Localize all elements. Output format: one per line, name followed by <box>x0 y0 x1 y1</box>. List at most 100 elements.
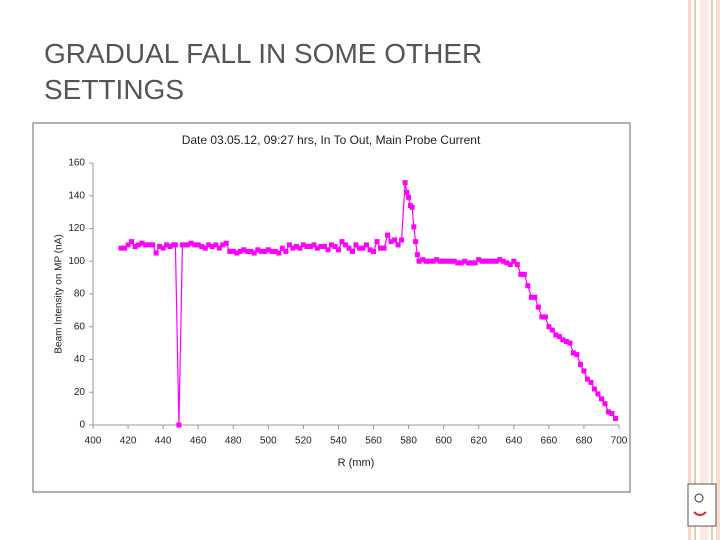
y-tick-label: 140 <box>68 190 85 201</box>
x-tick-label: 580 <box>400 436 417 447</box>
data-point <box>118 245 124 251</box>
data-point <box>577 361 583 367</box>
data-point <box>181 242 187 248</box>
data-point <box>321 244 327 250</box>
x-tick-label: 620 <box>470 436 487 447</box>
data-point <box>388 239 394 245</box>
data-point <box>598 396 604 402</box>
data-point <box>255 247 261 253</box>
data-point <box>591 386 597 392</box>
data-point <box>465 260 471 266</box>
slide-title-line: GRADUAL FALL IN SOME OTHER SETTINGS <box>44 38 482 105</box>
data-point <box>237 248 243 254</box>
data-point <box>395 242 401 248</box>
data-point <box>206 242 212 248</box>
data-point <box>493 258 499 264</box>
data-point <box>472 260 478 266</box>
data-point <box>469 260 475 266</box>
data-point <box>188 240 194 246</box>
data-point <box>404 189 410 195</box>
stripe <box>694 0 696 540</box>
data-point <box>122 245 128 251</box>
data-point <box>455 260 461 266</box>
data-point <box>532 294 538 300</box>
data-point <box>518 271 524 277</box>
chart-frame <box>32 122 631 493</box>
data-point <box>448 258 454 264</box>
data-point <box>609 411 615 417</box>
data-point <box>411 224 417 230</box>
data-point <box>483 258 489 264</box>
data-point <box>385 232 391 238</box>
data-point <box>490 258 496 264</box>
data-point <box>276 250 282 256</box>
x-tick-label: 480 <box>225 436 242 447</box>
decor-stripes <box>688 0 720 540</box>
x-tick-label: 700 <box>611 436 628 447</box>
data-point <box>420 257 426 263</box>
data-point <box>476 257 482 263</box>
data-point <box>241 247 247 253</box>
data-point <box>553 332 559 338</box>
x-tick-label: 680 <box>576 436 593 447</box>
x-tick-label: 640 <box>505 436 522 447</box>
x-tick-label: 540 <box>330 436 347 447</box>
data-point <box>132 244 138 250</box>
data-point <box>353 242 359 248</box>
data-point <box>307 244 313 250</box>
data-point <box>272 248 278 254</box>
icon-eye <box>694 493 704 503</box>
data-point <box>525 283 531 289</box>
data-point <box>584 376 590 382</box>
data-point <box>223 240 229 246</box>
y-tick-label: 20 <box>74 387 86 398</box>
data-point <box>605 409 611 415</box>
y-tick-label: 40 <box>74 354 86 365</box>
data-point <box>346 245 352 251</box>
data-point <box>595 391 601 397</box>
data-point <box>286 242 292 248</box>
data-point <box>328 242 334 248</box>
stripe <box>716 0 720 540</box>
data-point <box>549 327 555 333</box>
data-point <box>248 248 254 254</box>
data-point <box>150 242 156 248</box>
data-point <box>258 248 264 254</box>
data-point <box>441 258 447 264</box>
x-tick-label: 500 <box>260 436 277 447</box>
x-tick-label: 600 <box>435 436 452 447</box>
data-point <box>399 237 405 243</box>
x-tick-label: 440 <box>155 436 172 447</box>
data-point <box>262 248 268 254</box>
data-point <box>311 242 317 248</box>
data-point <box>392 237 398 243</box>
x-tick-label: 520 <box>295 436 312 447</box>
data-point <box>462 258 468 264</box>
data-point <box>539 314 545 320</box>
x-tick-label: 400 <box>85 436 102 447</box>
data-point <box>504 260 510 266</box>
data-point <box>139 240 145 246</box>
data-point <box>434 257 440 263</box>
data-point <box>528 294 534 300</box>
x-tick-label: 420 <box>120 436 137 447</box>
data-point <box>367 247 373 253</box>
data-point <box>125 242 131 248</box>
data-point <box>227 248 233 254</box>
data-point <box>304 244 310 250</box>
data-point <box>570 350 576 356</box>
data-point <box>297 245 303 251</box>
data-point <box>176 422 182 428</box>
data-point <box>444 258 450 264</box>
icon-frame <box>687 483 717 527</box>
data-point <box>167 244 173 250</box>
data-point <box>251 250 257 256</box>
data-point <box>244 248 250 254</box>
data-point <box>560 337 566 343</box>
data-point <box>430 258 436 264</box>
data-point <box>265 247 271 253</box>
data-point <box>160 245 166 251</box>
corner-icon <box>687 483 717 527</box>
chart: Date 03.05.12, 09:27 hrs, In To Out, Mai… <box>54 133 628 469</box>
